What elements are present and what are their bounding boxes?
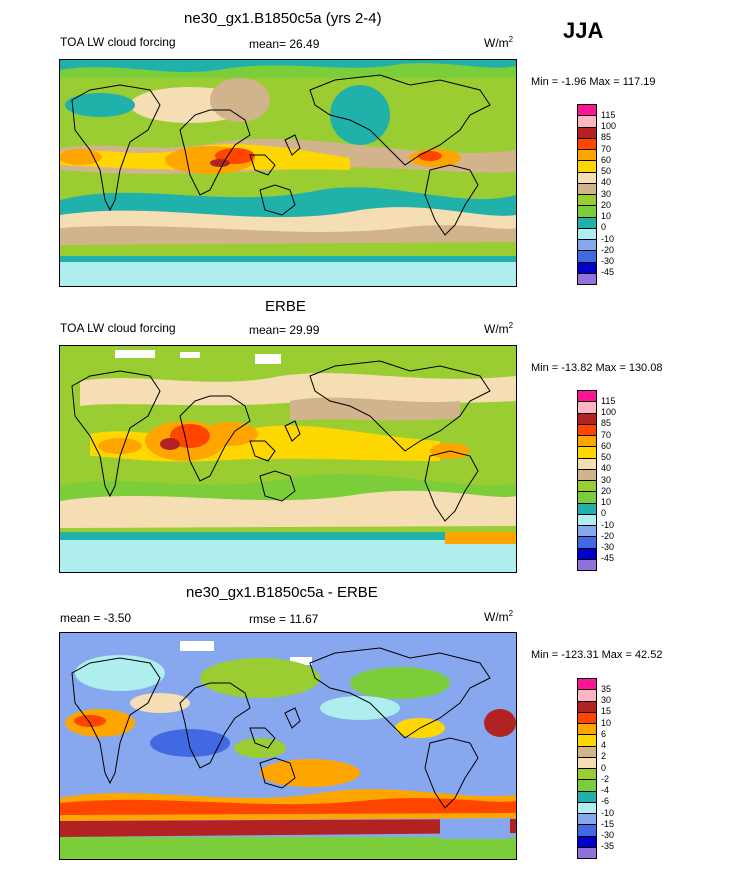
panel1-map: [59, 59, 517, 287]
colorbar-tick-label: 10: [601, 497, 612, 507]
colorbar-tick-label: -10: [601, 807, 615, 818]
panel1-map-svg: [60, 60, 516, 286]
colorbar-tick-label: 0: [601, 762, 607, 773]
colorbar-tick-label: -6: [601, 796, 610, 807]
panel1-units: W/m2: [484, 35, 514, 50]
panel1-minmax: Min = -1.96 Max = 117.19: [531, 76, 656, 88]
panel2-variable-label: TOA LW cloud forcing: [60, 321, 176, 335]
colorbar-tick-label: -45: [601, 267, 615, 278]
colorbar-tick-label: 85: [601, 418, 612, 429]
colorbar-tick-label: 10: [601, 717, 612, 728]
colorbar-tick-label: 50: [601, 166, 612, 176]
panel2-map: [59, 345, 517, 573]
colorbar-tick-label: 0: [601, 508, 607, 519]
colorbar-tick-label: 6: [601, 728, 607, 739]
colorbar-tick-label: 20: [601, 199, 612, 210]
panel3-map: [59, 632, 517, 860]
colorbar-tick-label: -35: [601, 841, 615, 852]
panel1-variable-label: TOA LW cloud forcing: [60, 35, 176, 49]
season-label: JJA: [563, 18, 604, 43]
panel2-minmax: Min = -13.82 Max = 130.08: [531, 362, 663, 374]
colorbar-tick-label: -30: [601, 256, 615, 266]
colorbar-tick-label: 100: [601, 121, 617, 131]
colorbar-tick-label: 30: [601, 695, 612, 705]
colorbar-tick-label: -10: [601, 233, 615, 244]
colorbar-tick-label: -15: [601, 818, 615, 829]
panel1-colorbar: 115 100 85 70 60 50 40 30 20 10 0 -10 -20 -30 -45: [577, 104, 616, 285]
colorbar-tick-label: 0: [601, 222, 607, 233]
colorbar-tick-label: 30: [601, 474, 612, 485]
colorbar-tick-label: -30: [601, 830, 615, 840]
colorbar-tick-label: -20: [601, 244, 615, 255]
colorbar-tick-label: 20: [601, 485, 612, 496]
colorbar-tick-label: 40: [601, 177, 612, 188]
colorbar-tick-label: 85: [601, 132, 612, 143]
colorbar-tick-label: -20: [601, 530, 615, 541]
colorbar-tick-label: 50: [601, 452, 612, 462]
panel3-rmse-label: rmse = 11.67: [249, 612, 319, 626]
colorbar-tick-label: -10: [601, 519, 615, 530]
panel3-title: ne30_gx1.B1850c5a - ERBE: [186, 584, 378, 601]
colorbar-tick-label: -45: [601, 553, 615, 564]
colorbar-tick-label: -2: [601, 773, 610, 784]
panel3-minmax: Min = -123.31 Max = 42.52: [531, 649, 663, 661]
colorbar-tick-label: 35: [601, 683, 612, 694]
panel2-colorbar: 115 100 85 70 60 50 40 30 20 10 0 -10 -20 -30 -45: [577, 390, 616, 571]
colorbar-tick-label: 60: [601, 440, 612, 451]
colorbar-tick-label: 115: [601, 395, 616, 406]
colorbar-swatch: [577, 272, 597, 285]
colorbar-tick-label: 100: [601, 407, 617, 417]
panel3-map-svg: [60, 633, 516, 859]
colorbar-tick-label: 4: [601, 740, 607, 750]
colorbar-tick-label: 70: [601, 429, 612, 440]
panel2-units: W/m2: [484, 321, 514, 336]
colorbar-tick-label: 40: [601, 463, 612, 474]
colorbar-tick-label: 15: [601, 706, 612, 717]
panel3-units: W/m2: [484, 609, 514, 624]
colorbar-tick-label: 10: [601, 211, 612, 221]
panel2-map-svg: [60, 346, 516, 572]
colorbar-swatch: [577, 558, 597, 571]
panel1-mean-label: mean= 26.49: [249, 37, 320, 51]
colorbar-tick-label: -4: [601, 785, 610, 795]
colorbar-swatch: [577, 846, 597, 859]
colorbar-tick-label: 115: [601, 109, 616, 120]
panel2-title: ERBE: [265, 298, 306, 315]
colorbar-tick-label: 30: [601, 188, 612, 199]
colorbar-tick-label: 60: [601, 154, 612, 165]
colorbar-tick-label: 70: [601, 143, 612, 154]
colorbar-tick-label: 2: [601, 751, 607, 762]
panel3-mean-label: mean = -3.50: [60, 611, 132, 625]
panel2-mean-label: mean= 29.99: [249, 323, 320, 337]
panel3-colorbar: 35 30 15 10 6 4 2 0 -2 -4 -6 -10 -15 -30 -35: [577, 678, 614, 859]
colorbar-tick-label: -30: [601, 542, 615, 552]
panel1-title: ne30_gx1.B1850c5a (yrs 2-4): [184, 10, 382, 27]
